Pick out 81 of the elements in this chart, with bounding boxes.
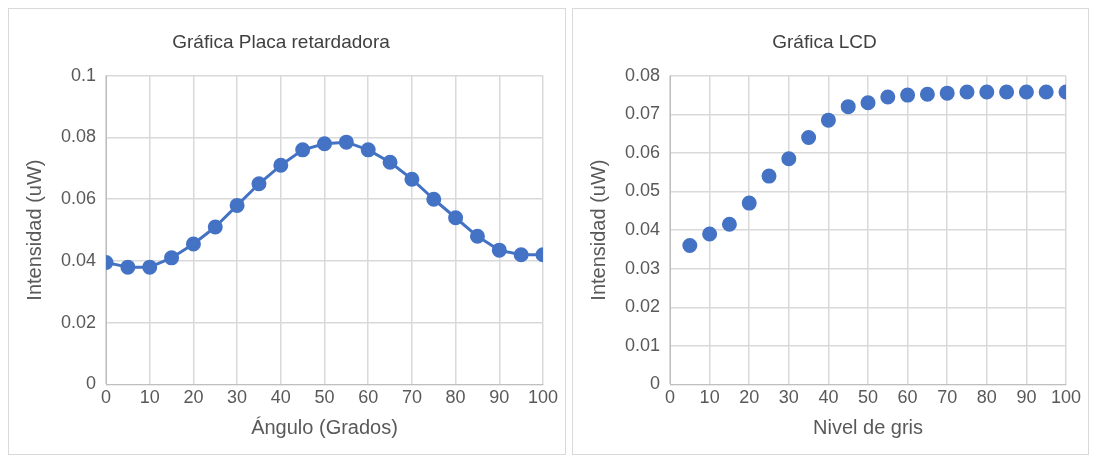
x-tick-label: 60 bbox=[897, 387, 918, 408]
point bbox=[251, 176, 267, 192]
y-tick-label: 0 bbox=[650, 373, 661, 394]
point bbox=[880, 89, 896, 105]
y-tick-label: 0.01 bbox=[624, 334, 661, 355]
chart-title: Gráfica LCD bbox=[772, 30, 877, 52]
y-tick-label: 0 bbox=[86, 373, 97, 394]
x-tick-label: 90 bbox=[489, 387, 510, 408]
point bbox=[360, 142, 376, 158]
y-tick-label: 0.06 bbox=[624, 141, 661, 162]
y-axis-title: Intensidad (uW) bbox=[22, 159, 45, 301]
x-tick-label: 100 bbox=[527, 387, 559, 408]
x-tick-label: 80 bbox=[976, 387, 997, 408]
x-tick-label: 0 bbox=[101, 387, 112, 408]
x-tick-label: 60 bbox=[358, 387, 379, 408]
x-tick-label: 30 bbox=[778, 387, 799, 408]
y-tick-label: 0.03 bbox=[624, 257, 661, 278]
point bbox=[273, 157, 289, 173]
point bbox=[317, 136, 333, 152]
x-tick-label: 50 bbox=[314, 387, 335, 408]
point bbox=[979, 84, 995, 100]
y-tick-label: 0.02 bbox=[624, 296, 661, 317]
point bbox=[120, 259, 136, 275]
x-tick-label: 70 bbox=[401, 387, 422, 408]
y-tick-label: 0.04 bbox=[624, 219, 661, 240]
point bbox=[185, 236, 201, 252]
y-tick-label: 0.04 bbox=[60, 249, 97, 270]
point bbox=[469, 228, 485, 244]
y-tick-label: 0.1 bbox=[71, 64, 97, 85]
y-tick-label: 0.02 bbox=[60, 311, 97, 332]
y-tick-label: 0.08 bbox=[60, 126, 97, 147]
x-tick-label: 20 bbox=[183, 387, 204, 408]
point bbox=[999, 84, 1015, 100]
x-tick-label: 10 bbox=[699, 387, 720, 408]
point bbox=[840, 99, 856, 115]
point bbox=[741, 195, 757, 211]
point bbox=[491, 242, 507, 258]
point bbox=[338, 134, 354, 150]
point bbox=[860, 95, 876, 111]
point bbox=[820, 112, 836, 128]
point bbox=[781, 151, 797, 167]
x-tick-label: 40 bbox=[818, 387, 839, 408]
point bbox=[426, 191, 442, 207]
point bbox=[1038, 84, 1054, 100]
y-tick-label: 0.08 bbox=[624, 64, 661, 85]
point bbox=[164, 250, 180, 266]
point bbox=[404, 171, 420, 187]
y-tick-label: 0.06 bbox=[60, 188, 97, 209]
x-axis-title: Ángulo (Grados) bbox=[251, 415, 398, 438]
x-tick-label: 30 bbox=[227, 387, 248, 408]
point bbox=[207, 219, 223, 235]
chart-title: Gráfica Placa retardadora bbox=[172, 30, 391, 52]
point bbox=[295, 142, 311, 158]
y-tick-label: 0.07 bbox=[624, 103, 661, 124]
y-tick-label: 0.05 bbox=[624, 180, 661, 201]
point bbox=[382, 154, 398, 170]
x-tick-label: 80 bbox=[445, 387, 466, 408]
x-tick-label: 70 bbox=[937, 387, 958, 408]
point bbox=[682, 238, 698, 254]
point bbox=[513, 247, 529, 263]
point bbox=[142, 259, 158, 275]
point bbox=[1018, 84, 1034, 100]
point bbox=[900, 87, 916, 103]
point bbox=[761, 168, 777, 184]
y-axis-title: Intensidad (uW) bbox=[586, 159, 609, 301]
point bbox=[959, 84, 975, 100]
x-tick-label: 40 bbox=[270, 387, 291, 408]
x-tick-label: 0 bbox=[665, 387, 676, 408]
x-tick-label: 10 bbox=[139, 387, 160, 408]
point bbox=[702, 226, 718, 242]
x-tick-label: 20 bbox=[739, 387, 760, 408]
point bbox=[919, 86, 935, 102]
point bbox=[448, 210, 464, 226]
x-tick-label: 50 bbox=[858, 387, 879, 408]
x-tick-label: 90 bbox=[1016, 387, 1037, 408]
point bbox=[801, 130, 817, 146]
x-tick-label: 100 bbox=[1050, 387, 1082, 408]
point bbox=[721, 216, 737, 232]
x-axis-title: Nivel de gris bbox=[812, 415, 924, 438]
point bbox=[939, 85, 955, 101]
point bbox=[229, 197, 245, 213]
